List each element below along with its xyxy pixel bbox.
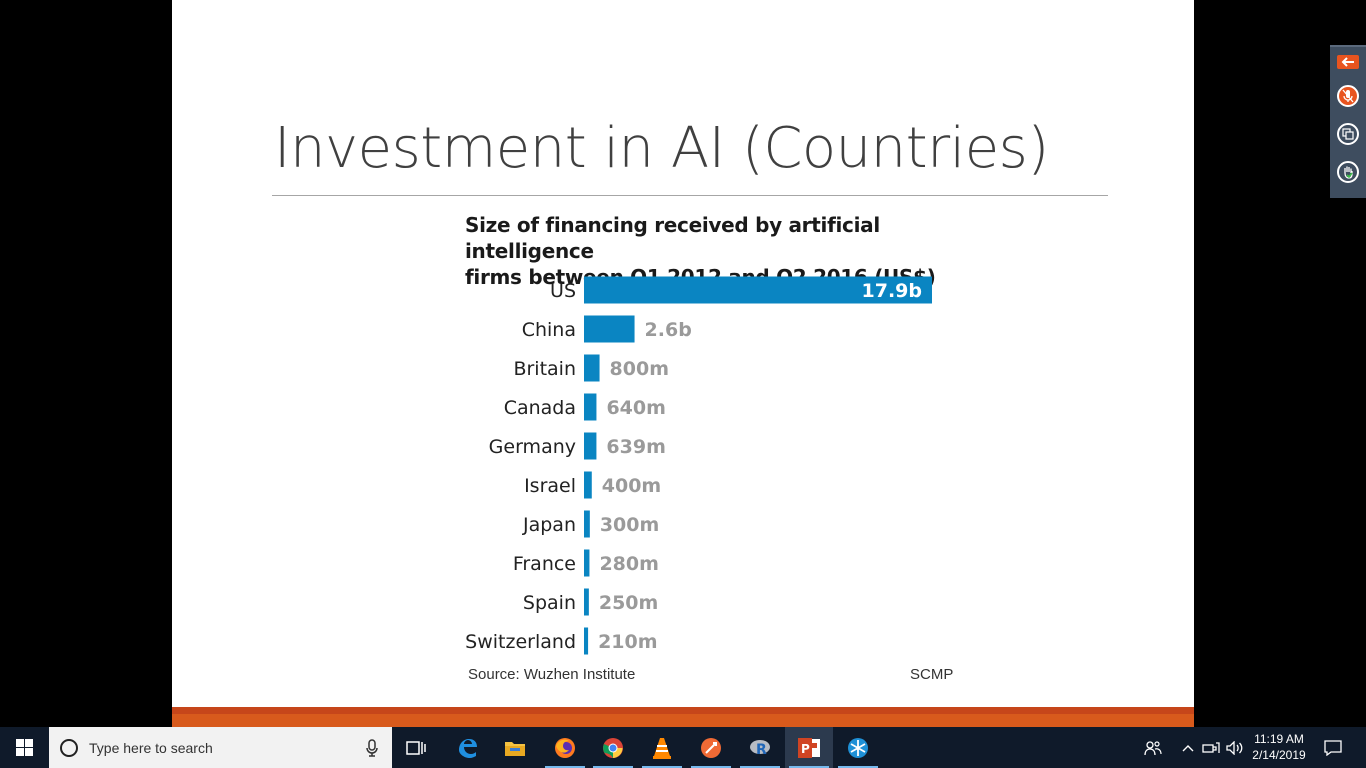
clock-date: 2/14/2019: [1252, 748, 1306, 762]
bar-value-label: 800m: [610, 358, 669, 380]
bar-category-label: Spain: [523, 592, 576, 614]
bar-category-label: Israel: [524, 475, 576, 497]
bar-value-label: 640m: [606, 397, 665, 419]
powerpoint-icon[interactable]: P: [785, 727, 833, 768]
chart-heading-line1: Size of financing received by artificial…: [465, 213, 880, 263]
bar: [584, 315, 635, 343]
bar-category-label: Germany: [489, 436, 576, 458]
people-icon[interactable]: [1140, 727, 1166, 768]
bar-value-label: 17.9b: [862, 280, 922, 302]
chevron-up-icon[interactable]: [1178, 727, 1198, 768]
chart-credit: SCMP: [910, 666, 954, 683]
action-center-icon[interactable]: [1318, 727, 1348, 768]
bar: [584, 393, 597, 421]
snowflake-app-icon[interactable]: [834, 727, 882, 768]
bar: [584, 354, 600, 382]
bar-chart: US 17.9b China 2.6b Britain 800m Canada 640m Ger…: [442, 270, 962, 660]
svg-text:P: P: [801, 742, 810, 756]
bar-category-label: US: [550, 280, 576, 302]
system-clock[interactable]: 11:19 AM 2/14/2019: [1246, 731, 1312, 763]
bar: [584, 471, 592, 499]
bar-value-label: 300m: [600, 514, 659, 536]
mic-off-icon[interactable]: [1337, 85, 1359, 107]
side-toolbar: [1330, 45, 1366, 198]
volume-icon[interactable]: [1224, 727, 1246, 768]
bar-category-label: Japan: [522, 514, 576, 536]
taskbar-search-box[interactable]: Type here to search: [49, 727, 392, 768]
bar-category-label: Britain: [513, 358, 576, 380]
back-arrow-icon[interactable]: [1337, 55, 1359, 69]
cortana-icon: [60, 738, 78, 757]
bar: [584, 627, 589, 655]
chart-source: Source: Wuzhen Institute: [468, 666, 636, 683]
bar-category-label: China: [522, 319, 576, 341]
bar-category-label: Switzerland: [465, 631, 576, 653]
bar-value-label: 2.6b: [645, 319, 692, 341]
search-placeholder: Type here to search: [89, 739, 213, 756]
task-view-icon[interactable]: [392, 727, 440, 768]
r-app-icon[interactable]: R: [736, 727, 784, 768]
bar-category-label: Canada: [504, 397, 576, 419]
title-divider: [272, 195, 1108, 196]
slide-title: Investment in AI (Countries): [274, 116, 1049, 181]
microphone-icon[interactable]: [366, 738, 378, 757]
svg-text:R: R: [756, 742, 767, 758]
bar: [584, 549, 590, 577]
slide: Investment in AI (Countries) Size of fin…: [172, 0, 1194, 727]
bar-value-label: 280m: [599, 553, 658, 575]
bar: [584, 588, 589, 616]
windows-logo-icon: [16, 739, 33, 756]
taskbar: Type here to search R P 11:19 A: [0, 727, 1366, 768]
bar-value-label: 639m: [606, 436, 665, 458]
bar: [584, 276, 932, 304]
orange-app-icon[interactable]: [687, 727, 735, 768]
bar-value-label: 210m: [598, 631, 657, 653]
edge-browser-icon[interactable]: [443, 727, 491, 768]
firefox-icon[interactable]: [541, 727, 589, 768]
slide-footer-band: [172, 707, 1194, 727]
file-explorer-icon[interactable]: [491, 727, 539, 768]
clock-time: 11:19 AM: [1254, 732, 1304, 746]
vlc-icon[interactable]: [638, 727, 686, 768]
bar-value-label: 250m: [599, 592, 658, 614]
bar-chart-svg: US 17.9b China 2.6b Britain 800m Canada 640m Ger…: [465, 276, 932, 655]
raise-hand-icon[interactable]: [1337, 161, 1359, 183]
screen-share-icon[interactable]: [1337, 123, 1359, 145]
bar: [584, 432, 597, 460]
network-icon[interactable]: [1200, 727, 1222, 768]
bar-category-label: France: [513, 553, 576, 575]
bar: [584, 510, 590, 538]
chrome-icon[interactable]: [589, 727, 637, 768]
start-button[interactable]: [0, 727, 49, 768]
bar-value-label: 400m: [602, 475, 661, 497]
